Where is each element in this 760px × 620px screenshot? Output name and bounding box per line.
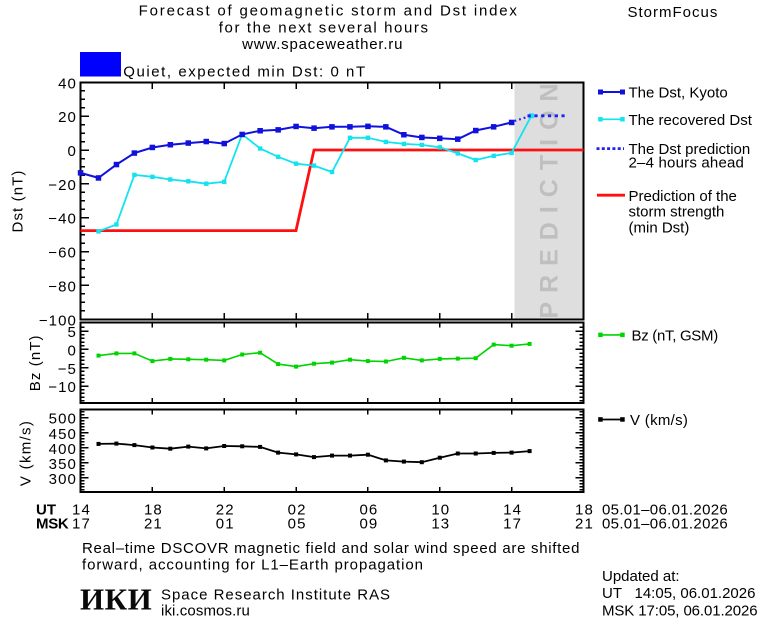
- svg-text:17: 17: [72, 516, 91, 533]
- svg-text:www.spaceweather.ru: www.spaceweather.ru: [241, 36, 403, 53]
- svg-text:05.01–06.01.2026: 05.01–06.01.2026: [602, 516, 728, 533]
- svg-text:40: 40: [58, 75, 77, 92]
- svg-text:20: 20: [58, 109, 77, 126]
- svg-text:17: 17: [503, 516, 522, 533]
- svg-text:500: 500: [49, 411, 77, 428]
- svg-text:V (km/s): V (km/s): [18, 420, 35, 486]
- svg-text:09: 09: [359, 516, 378, 533]
- svg-text:18: 18: [144, 502, 163, 519]
- svg-text:0: 0: [68, 143, 77, 160]
- svg-text:storm strength: storm strength: [629, 204, 725, 221]
- svg-text:21: 21: [144, 516, 163, 533]
- svg-text:V (km/s): V (km/s): [630, 412, 688, 429]
- svg-text:Bz (nT, GSM): Bz (nT, GSM): [632, 327, 719, 344]
- svg-text:−20: −20: [48, 177, 77, 194]
- svg-text:21: 21: [575, 516, 594, 533]
- svg-text:The Dst, Kyoto: The Dst, Kyoto: [629, 84, 728, 101]
- svg-text:300: 300: [49, 471, 77, 488]
- svg-text:Updated at:: Updated at:: [602, 568, 680, 585]
- svg-text:02: 02: [288, 502, 307, 519]
- svg-text:Prediction of the: Prediction of the: [629, 188, 737, 205]
- svg-text:400: 400: [49, 441, 77, 458]
- svg-text:14: 14: [503, 502, 522, 519]
- svg-text:01: 01: [216, 516, 235, 533]
- svg-text:−80: −80: [48, 278, 77, 295]
- svg-text:2–4 hours ahead: 2–4 hours ahead: [629, 155, 745, 172]
- svg-text:MSK 17:05, 06.01.2026: MSK 17:05, 06.01.2026: [602, 602, 758, 619]
- svg-text:PREDICTION: PREDICTION: [536, 74, 564, 318]
- svg-text:Dst (nT): Dst (nT): [9, 170, 26, 233]
- svg-text:MSK: MSK: [36, 516, 69, 533]
- svg-text:Quiet, expected min Dst: 0 nT: Quiet, expected min Dst: 0 nT: [123, 64, 366, 81]
- svg-text:05.01–06.01.2026: 05.01–06.01.2026: [602, 502, 728, 519]
- svg-text:06: 06: [359, 502, 378, 519]
- svg-text:iki.cosmos.ru: iki.cosmos.ru: [161, 603, 250, 620]
- svg-text:10: 10: [431, 502, 450, 519]
- svg-text:18: 18: [575, 502, 594, 519]
- svg-text:(min Dst): (min Dst): [629, 220, 690, 237]
- svg-text:14: 14: [72, 502, 91, 519]
- svg-text:13: 13: [431, 516, 450, 533]
- svg-text:350: 350: [49, 456, 77, 473]
- svg-text:The recovered Dst: The recovered Dst: [629, 112, 753, 129]
- svg-text:Real–time DSCOVR magnetic fiel: Real–time DSCOVR magnetic field and sola…: [82, 540, 580, 557]
- svg-text:−100: −100: [39, 312, 77, 329]
- svg-text:−5: −5: [58, 361, 77, 378]
- svg-text:22: 22: [216, 502, 235, 519]
- svg-text:Forecast of geomagnetic storm: Forecast of geomagnetic storm and Dst in…: [139, 3, 519, 20]
- svg-text:05: 05: [288, 516, 307, 533]
- svg-text:ИКИ: ИКИ: [80, 582, 152, 617]
- svg-text:UT 14:05, 06.01.2026: UT 14:05, 06.01.2026: [602, 585, 755, 602]
- svg-text:StormFocus: StormFocus: [628, 4, 719, 21]
- svg-text:Bz (nT): Bz (nT): [27, 334, 44, 391]
- svg-text:0: 0: [68, 342, 77, 359]
- svg-text:−10: −10: [48, 379, 77, 396]
- svg-text:5: 5: [68, 324, 77, 341]
- svg-text:−40: −40: [48, 211, 77, 228]
- svg-text:UT: UT: [36, 502, 56, 519]
- svg-text:Space Research Institute RAS: Space Research Institute RAS: [161, 586, 391, 603]
- svg-text:forward, accounting for L1–Ear: forward, accounting for L1–Earth propaga…: [82, 557, 424, 574]
- svg-text:450: 450: [49, 426, 77, 443]
- svg-text:−60: −60: [48, 245, 77, 262]
- svg-text:for the next several hours: for the next several hours: [219, 20, 430, 37]
- svg-text:The Dst prediction: The Dst prediction: [629, 141, 751, 158]
